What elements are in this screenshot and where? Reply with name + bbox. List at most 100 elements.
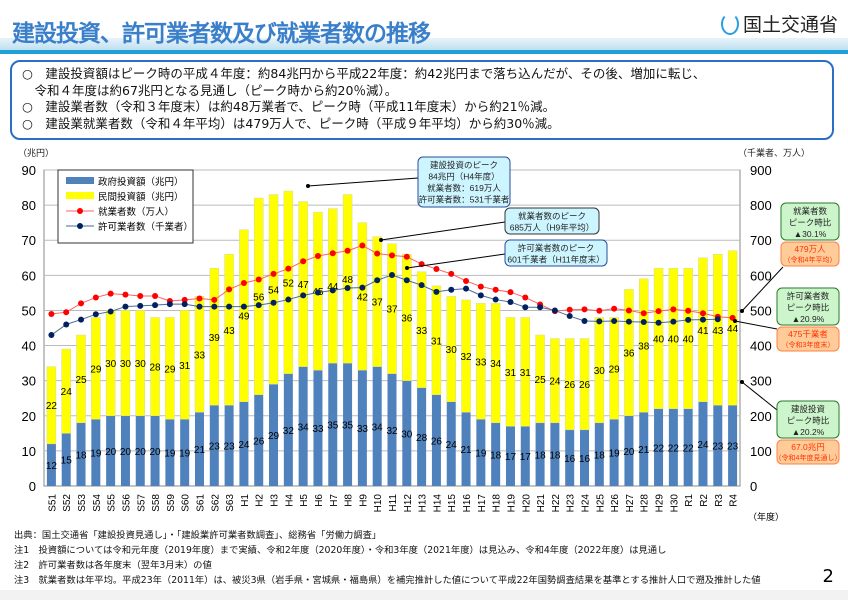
x-tick-label: H30 [669,494,680,513]
private-value-label: 28 [150,363,162,374]
bar-private [387,243,397,374]
bar-government [639,412,649,486]
bar-government [343,363,353,486]
private-value-label: 52 [283,278,295,289]
right-tick-label: 100 [750,444,772,459]
permit-point [551,307,558,314]
permit-point [611,317,618,324]
bar-government [150,415,160,486]
summary-line: ○ 建設業就業者数（令和４年平均）は479万人で、ピーク時（平成９年平均）から約… [22,115,560,131]
bar-private [61,348,71,434]
x-tick-label: H10 [373,494,384,513]
government-value-label: 19 [475,449,487,460]
permit-point [196,303,203,310]
bar-government [431,394,441,486]
bar-government [417,387,427,486]
bar-government [254,394,264,486]
annotation-arrow [741,266,784,312]
bar-private [165,317,175,420]
private-value-label: 39 [209,333,221,344]
government-value-label: 23 [209,442,221,453]
government-value-label: 23 [727,442,739,453]
bar-government [106,415,116,486]
x-tick-label: H28 [640,494,651,513]
right-axis-unit: （千業者、万人） [738,149,811,159]
bar-private [727,250,738,406]
government-value-label: 28 [416,433,428,444]
government-value-label: 33 [357,424,369,435]
x-tick-label: H4 [284,494,295,507]
private-value-label: 40 [683,335,695,346]
bar-government [298,366,308,486]
private-value-label: 29 [90,364,102,375]
bar-government [713,405,723,486]
x-tick-label: H21 [536,494,547,513]
x-tick-label: S60 [181,494,192,512]
permit-point [537,304,544,311]
permit-point [78,316,85,323]
right-tick-label: 800 [750,198,772,213]
annotation-text: ▲20.2% [792,427,825,437]
permit-point [107,308,114,315]
annotation-text: 就業者数のピーク [518,211,586,221]
employment-point [48,310,55,317]
bar-government [624,415,634,486]
bar-private [342,194,353,364]
annotation-text: 就業者数：619万人 [427,183,501,193]
arrow-head-icon [740,380,744,384]
private-value-label: 44 [727,324,739,335]
summary-line: ○ 建設投資額はピーク時の平成４年度：約84兆円から平成22年度：約42兆円まで… [22,66,706,81]
bar-private [594,317,605,424]
employment-point [137,293,144,300]
left-tick-label: 50 [22,303,36,318]
right-tick-label: 400 [750,339,772,354]
permit-point [344,284,351,291]
government-value-label: 24 [697,440,709,451]
annotation-text: ピーク時比 [787,416,830,426]
permit-point [670,318,677,325]
x-tick-label: S52 [62,494,73,512]
private-value-label: 40 [668,335,680,346]
bar-government [461,412,471,486]
bar-government [328,363,338,486]
right-tick-label: 600 [750,268,772,283]
page-number: 2 [822,566,834,587]
note-1: 注1 投資額については令和元年度（2019年度）まで実績、令和2年度（2020年… [14,545,667,556]
bar-government [446,401,456,486]
x-tick-label: S53 [77,494,88,512]
private-value-label: 40 [653,335,665,346]
employment-point [566,306,573,313]
annotation-text: ピーク時比 [787,303,830,313]
employment-point [300,258,307,265]
x-tick-label: H26 [610,494,621,513]
government-value-label: 26 [253,436,265,447]
bar-government [194,412,204,486]
permit-point [181,301,188,308]
x-tick-label: S59 [166,494,177,512]
bar-private [520,317,531,427]
permit-point [463,285,470,292]
permit-point [389,271,395,278]
x-tick-label: H22 [551,494,562,513]
bar-private [179,310,190,420]
annotation-value-text: （令和4年平均） [784,255,837,264]
annotation-text: ▲30.1% [794,229,827,239]
private-value-label: 31 [179,361,191,372]
private-value-label: 25 [535,375,547,386]
mlit-logo: 国土交通省 [720,10,838,37]
employment-point [389,252,395,259]
bar-private [579,338,590,431]
government-value-label: 12 [46,461,58,472]
annotation-box [504,207,600,235]
government-value-label: 20 [135,447,147,458]
private-value-label: 22 [46,401,58,412]
employment-point [255,276,262,283]
x-tick-label: S51 [47,494,58,512]
x-tick-label: H20 [521,494,532,513]
government-value-label: 19 [164,449,176,460]
government-value-label: 33 [312,424,324,435]
bar-private [490,303,501,424]
bar-private [328,208,338,364]
bar-government [372,366,382,486]
private-value-label: 24 [549,377,561,388]
